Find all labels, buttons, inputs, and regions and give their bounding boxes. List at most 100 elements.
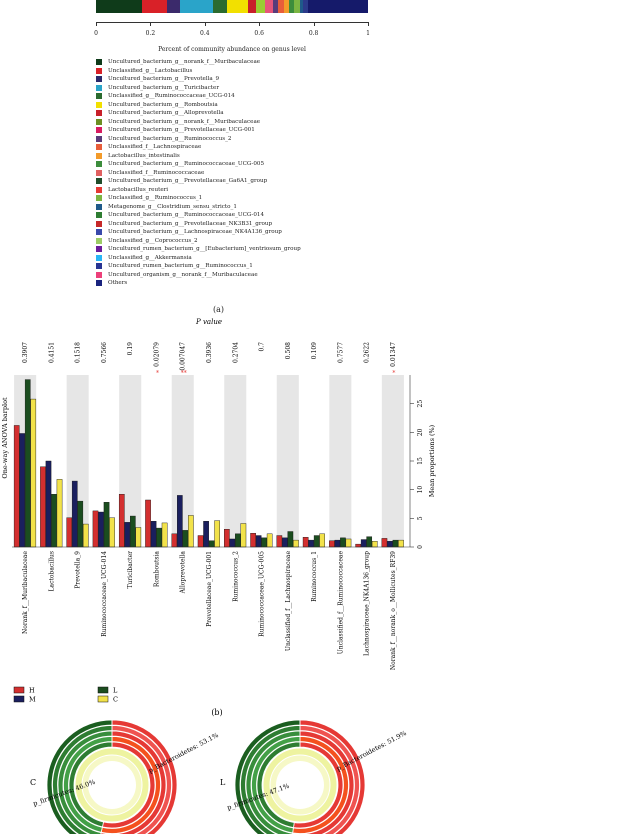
legend-label: Lactobacillus_reuteri bbox=[108, 186, 169, 193]
category-band bbox=[329, 375, 352, 547]
bar-c bbox=[214, 520, 220, 548]
legend-item: Unclassified_f__Ruminococcaceae bbox=[96, 169, 301, 178]
bar-m bbox=[282, 537, 288, 548]
legend-label: Others bbox=[108, 280, 128, 286]
legend-swatch bbox=[96, 110, 102, 117]
stack-segment bbox=[212, 0, 227, 13]
legend-label: Unclassified_g__Ruminococcaceae_UCG-014 bbox=[108, 93, 235, 99]
donut-title: C bbox=[30, 778, 36, 787]
bar-h bbox=[66, 517, 73, 548]
bar-m bbox=[177, 495, 183, 548]
legend-swatch bbox=[96, 195, 102, 202]
category-label: Prevotellaceae_UCG-001 bbox=[206, 551, 213, 627]
legend-label: Lactobacillus_intestinalis bbox=[108, 152, 180, 159]
panel-b: P value One-way ANOVA barplot 0.3907 0.4151… bbox=[0, 318, 623, 718]
y-axis-label: Mean proportions (%) bbox=[428, 424, 436, 497]
legend-swatch bbox=[96, 161, 102, 168]
legend-label: Uncultured_bacterium_g__norank_f__Muriba… bbox=[108, 59, 261, 65]
legend-swatch bbox=[96, 254, 102, 261]
legend-swatch bbox=[96, 84, 102, 91]
bar-h bbox=[224, 529, 230, 548]
legend-label: Uncultured_bacterium_g__Prevotellaceae_N… bbox=[108, 220, 273, 227]
bar-h bbox=[118, 494, 125, 548]
bar-l bbox=[156, 527, 162, 548]
legend-label: Uncultured_bacterium_g__Ruminococcus_2 bbox=[108, 135, 232, 142]
p-value-label: 0.02079 bbox=[153, 342, 160, 367]
legend-item: Unclassified_g__Coprococcus_2 bbox=[96, 237, 301, 246]
legend-item: Uncultured_bacterium_g__Turicibacter bbox=[96, 84, 301, 93]
p-value-label: 0.1518 bbox=[75, 342, 82, 363]
bar-h bbox=[329, 540, 335, 548]
legend-swatch bbox=[96, 101, 102, 108]
x-tick-label: 0.2 bbox=[145, 30, 156, 37]
legend-label: Uncultured_bacterium_g__Lachnospiraceae_… bbox=[108, 229, 282, 235]
x-axis-line bbox=[96, 22, 368, 23]
legend-swatch bbox=[96, 263, 102, 270]
bar-l bbox=[103, 502, 110, 548]
legend-label: L bbox=[113, 687, 118, 695]
bar-l bbox=[77, 500, 84, 548]
stack-segment bbox=[226, 0, 249, 13]
bar-c bbox=[266, 533, 273, 548]
legend-item: Metagenome_g__Clostridium_sensu_stricto_… bbox=[96, 203, 301, 212]
p-value-label: 0.19 bbox=[127, 342, 134, 356]
bar-c bbox=[398, 539, 404, 548]
y-label-left: One-way ANOVA barplot bbox=[1, 397, 9, 479]
stack-segment bbox=[283, 0, 290, 13]
bar-c bbox=[319, 533, 325, 548]
x-tick bbox=[259, 22, 261, 26]
legend-label: Uncultured_bacterium_g__Ruminococcaceae_… bbox=[108, 212, 264, 218]
category-label: Lactobacillus bbox=[48, 551, 55, 591]
legend-item: Uncultured_rumen_bacterium_g__Ruminococc… bbox=[96, 262, 301, 271]
legend-swatch bbox=[96, 59, 102, 66]
bar-m bbox=[360, 539, 367, 548]
firmicutes-arc bbox=[251, 736, 301, 834]
y-tick-label: 0 bbox=[417, 545, 424, 549]
legend-item: Lactobacillus_reuteri bbox=[96, 186, 301, 195]
bar-l bbox=[261, 537, 267, 548]
legend-item: Uncultured_bacterium_g__Ruminococcus_2 bbox=[96, 135, 301, 144]
panel-a: 0 0.2 0.4 0.6 0.8 1 Percent of community abun… bbox=[0, 0, 623, 320]
bar-h bbox=[145, 499, 151, 548]
category-label: Prevotella_9 bbox=[75, 551, 82, 589]
bar-c bbox=[371, 541, 378, 548]
x-tick bbox=[313, 22, 315, 26]
donut-hole bbox=[88, 761, 136, 809]
bar-m bbox=[229, 538, 236, 548]
legend-swatch bbox=[96, 93, 102, 100]
p-value-label: 0.7577 bbox=[337, 342, 344, 363]
bar-m bbox=[124, 522, 131, 548]
legend-label: Unclassified_g__Akkermansia bbox=[108, 254, 192, 261]
bar-m bbox=[387, 541, 393, 548]
legend-item: Uncultured_bacterium_g__norank_f__Muriba… bbox=[96, 58, 301, 67]
legend-item: Unclassified_g__Ruminococcaceae_UCG-014 bbox=[96, 92, 301, 101]
significance-mark: * bbox=[156, 370, 159, 377]
legend-label: Uncultured_bacterium_g__Prevotellaceae_U… bbox=[108, 127, 255, 133]
category-label: Ruminococcus_1 bbox=[311, 551, 318, 602]
panel-b-label: (b) bbox=[211, 708, 222, 717]
bar-m bbox=[308, 539, 314, 548]
bar-c bbox=[109, 517, 115, 548]
legend-swatch bbox=[97, 695, 109, 703]
bar-c bbox=[188, 515, 194, 548]
legend-swatch bbox=[96, 135, 102, 142]
category-label: Ruminococcaceae_UCG-014 bbox=[101, 551, 108, 637]
bar-c bbox=[293, 539, 299, 548]
legend-swatch bbox=[96, 152, 102, 159]
legend-label: Unclassified_g__Coprococcus_2 bbox=[108, 237, 198, 244]
bar-c bbox=[240, 523, 247, 548]
legend-label: M bbox=[29, 696, 36, 704]
x-tick bbox=[96, 22, 97, 26]
legend-label: Uncultured_bacterium_g__norank_f__Muriba… bbox=[108, 118, 261, 125]
stacked-abundance-bar bbox=[96, 0, 368, 13]
significance-mark: ** bbox=[181, 370, 187, 377]
legend-item: Uncultured_bacterium_g__Prevotellaceae_G… bbox=[96, 177, 301, 186]
p-value-label: 0.2704 bbox=[232, 342, 239, 363]
legend-label: Uncultured_rumen_bacterium_g__[Eubacteri… bbox=[108, 246, 301, 252]
firmicutes-arc bbox=[63, 736, 113, 833]
category-label: Romboutsia bbox=[153, 551, 160, 588]
legend-swatch bbox=[97, 686, 109, 694]
category-label: Ruminococcaceae_UCG-005 bbox=[259, 551, 266, 637]
stack-segment bbox=[289, 0, 295, 13]
legend-swatch bbox=[96, 203, 102, 210]
